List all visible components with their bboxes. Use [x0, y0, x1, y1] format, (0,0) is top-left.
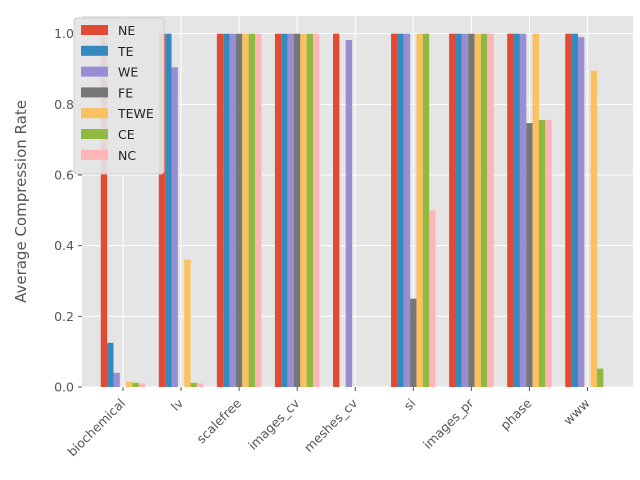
legend-label-ne: NE — [118, 23, 135, 38]
bar-fe-phase — [526, 123, 533, 387]
bar-tewe-phase — [532, 33, 539, 388]
legend-label-ce: CE — [118, 127, 135, 142]
bar-ce-si — [422, 33, 430, 388]
x-tick-label: images_cv — [245, 395, 303, 453]
bar-we-images_pr — [461, 33, 469, 388]
bar-ne-scalefree — [216, 33, 224, 388]
bar-ce-lv — [190, 382, 197, 387]
bar-we-images_cv — [287, 33, 294, 388]
bar-te-images_cv — [281, 33, 288, 388]
bar-we-biochemical — [113, 372, 120, 387]
legend-label-nc: NC — [118, 148, 136, 163]
bar-we-phase — [519, 33, 527, 388]
legend-swatch-nc — [81, 149, 108, 160]
bar-we-scalefree — [229, 33, 236, 388]
bar-nc-scalefree — [255, 33, 262, 388]
bar-te-si — [397, 33, 404, 388]
y-tick-label: 0.4 — [54, 238, 74, 253]
bar-te-phase — [513, 33, 520, 388]
bar-nc-images_pr — [487, 33, 494, 388]
x-tick-label: meshes_cv — [301, 395, 361, 455]
x-tick-label: si — [401, 396, 419, 414]
bar-ce-phase — [538, 119, 546, 387]
bar-fe-images_pr — [468, 33, 475, 388]
bars — [100, 33, 604, 388]
bar-tewe-images_pr — [474, 33, 481, 388]
legend-swatch-ne — [81, 25, 108, 35]
legend-label-tewe: TEWE — [117, 106, 154, 121]
bar-ce-images_pr — [480, 33, 488, 388]
y-tick-label: 0.6 — [54, 168, 74, 183]
y-axis-label: Average Compression Rate — [12, 100, 30, 303]
bar-ne-meshes_cv — [333, 33, 340, 388]
bar-we-www — [577, 37, 585, 387]
bar-we-meshes_cv — [345, 40, 353, 387]
bar-nc-si — [429, 210, 436, 387]
bar-tewe-lv — [184, 259, 191, 387]
legend-swatch-ce — [81, 129, 108, 139]
bar-te-lv — [165, 33, 172, 388]
bar-te-biochemical — [107, 342, 114, 387]
y-tick-label: 0.8 — [54, 97, 74, 112]
bar-ne-images_pr — [449, 33, 456, 388]
legend-swatch-tewe — [81, 108, 108, 119]
bar-tewe-scalefree — [242, 33, 249, 388]
bar-fe-si — [410, 298, 417, 387]
x-tick-label: www — [560, 396, 592, 428]
x-axis-ticks: biochemical lv scalefree images_cvmeshes_cv… — [64, 387, 593, 460]
bar-nc-phase — [545, 119, 552, 387]
legend-swatch-te — [81, 45, 108, 56]
bar-ne-lv — [158, 33, 166, 388]
bar-ce-scalefree — [248, 33, 255, 388]
x-tick-label: biochemical — [64, 396, 128, 460]
bar-ne-images_cv — [274, 33, 282, 388]
bar-tewe-si — [416, 33, 423, 388]
y-tick-label: 1.0 — [54, 26, 74, 41]
bar-fe-scalefree — [235, 33, 243, 388]
x-tick-label: phase — [497, 395, 534, 432]
bar-nc-lv — [196, 383, 204, 387]
legend-label-fe: FE — [118, 85, 133, 100]
bar-te-www — [571, 33, 578, 388]
bar-ne-biochemical — [100, 37, 108, 387]
bar-ce-images_cv — [306, 33, 314, 388]
bar-te-images_pr — [455, 33, 462, 388]
legend-swatch-we — [81, 66, 108, 77]
bar-nc-images_cv — [313, 33, 320, 388]
bar-ce-biochemical — [132, 382, 139, 387]
bar-ne-phase — [507, 33, 514, 388]
x-tick-label: images_pr — [420, 395, 477, 452]
bar-tewe-www — [590, 70, 598, 388]
bar-nc-biochemical — [138, 383, 146, 387]
bar-ne-www — [565, 33, 572, 388]
x-tick-label: lv — [168, 395, 187, 414]
bar-ce-www — [597, 368, 604, 387]
bar-tewe-biochemical — [126, 381, 133, 387]
legend-label-te: TE — [117, 44, 134, 59]
bar-tewe-images_cv — [300, 33, 307, 388]
bar-we-si — [403, 33, 411, 388]
bar-fe-images_cv — [294, 33, 301, 388]
y-tick-label: 0.0 — [54, 380, 74, 395]
legend-swatch-fe — [81, 87, 108, 98]
legend-label-we: WE — [118, 65, 138, 80]
bar-te-scalefree — [223, 33, 230, 388]
bar-we-lv — [171, 67, 178, 387]
y-tick-label: 0.2 — [54, 309, 74, 324]
x-tick-label: scalefree — [193, 395, 244, 446]
y-axis-ticks: 0.0 0.2 0.4 0.6 0.8 1.0 — [54, 26, 82, 395]
bar-ne-si — [391, 33, 398, 388]
